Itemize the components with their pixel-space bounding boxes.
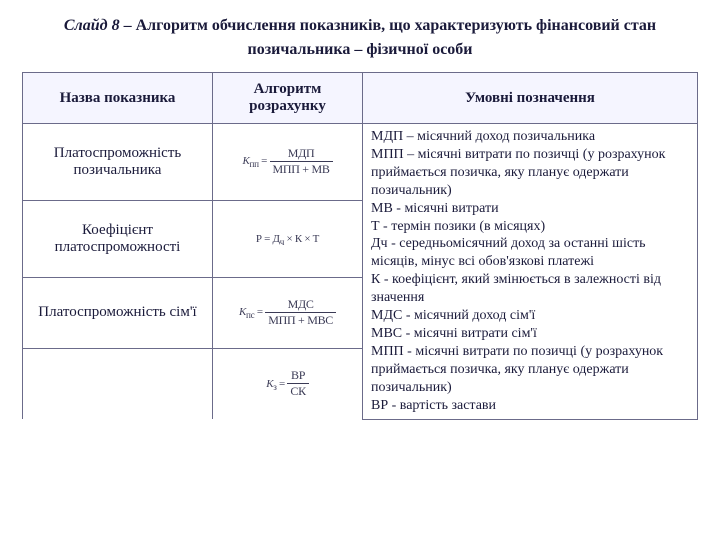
- table-row: Платоспроможність позичальника Kпп = МДП…: [23, 124, 698, 201]
- indicator-name: Коефіцієнт платоспроможності: [23, 200, 213, 277]
- slide-title-text: – Алгоритм обчислення показників, що хар…: [120, 17, 657, 58]
- indicator-name: [23, 348, 213, 419]
- indicator-name: Платоспроможність сім'ї: [23, 277, 213, 348]
- slide-title: Слайд 8 – Алгоритм обчислення показників…: [22, 14, 698, 62]
- col-header-notes: Умовні позначення: [363, 73, 698, 124]
- notation-line: МПП - місячні витрати по позичці (у розр…: [371, 343, 689, 397]
- notation-line: МДП – місячний доход позичальника: [371, 128, 689, 146]
- col-header-name: Назва показника: [23, 73, 213, 124]
- notation-line: ВР - вартість застави: [371, 397, 689, 415]
- indicator-formula: Р = Дч × К × Т: [213, 200, 363, 277]
- notation-cell: МДП – місячний доход позичальника МПП – …: [363, 124, 698, 420]
- slide-number: Слайд 8: [64, 17, 120, 34]
- indicator-formula: Kпп = МДПМПП + МВ: [213, 124, 363, 201]
- indicators-table: Назва показника Алгоритм розрахунку Умов…: [22, 72, 698, 420]
- notation-line: МВ - місячні витрати: [371, 200, 689, 218]
- indicator-name: Платоспроможність позичальника: [23, 124, 213, 201]
- notation-line: К - коефіцієнт, який змінюється в залежн…: [371, 271, 689, 307]
- indicator-formula: Kпс = МДСМПП + МВС: [213, 277, 363, 348]
- notation-line: МПП – місячні витрати по позичці (у розр…: [371, 146, 689, 200]
- indicator-formula: Kз = ВРСК: [213, 348, 363, 419]
- col-header-alg: Алгоритм розрахунку: [213, 73, 363, 124]
- notation-line: МДС - місячний доход сім'ї: [371, 307, 689, 325]
- notation-line: Дч - середньомісячний доход за останні ш…: [371, 235, 689, 271]
- notation-line: Т - термін позики (в місяцях): [371, 218, 689, 236]
- notation-line: МВС - місячні витрати сім'ї: [371, 325, 689, 343]
